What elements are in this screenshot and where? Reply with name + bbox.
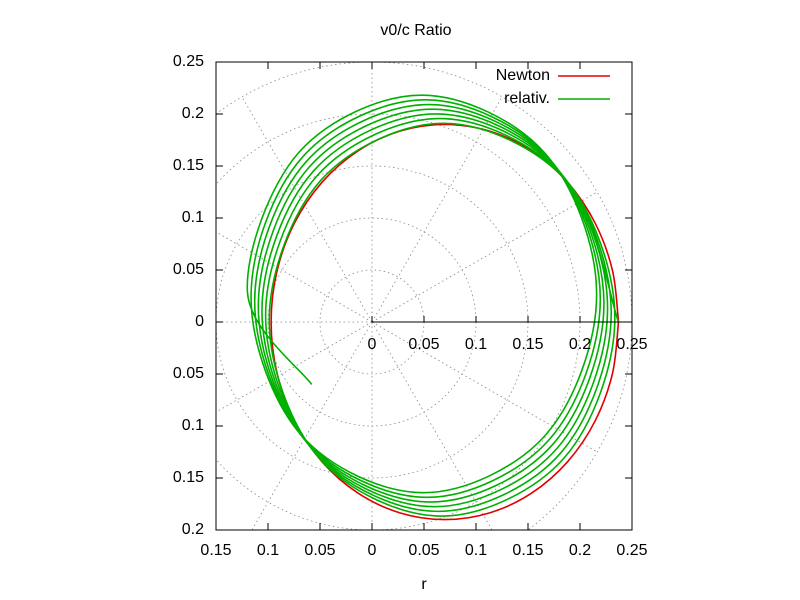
x-axis-label: r xyxy=(421,576,427,593)
grid-spoke xyxy=(371,321,598,453)
y-tick-label: 0 xyxy=(195,313,204,330)
grid-spoke xyxy=(241,96,373,323)
x-tick-label: 0.05 xyxy=(408,542,439,559)
y-tick-label: 0.15 xyxy=(173,469,204,486)
legend-label: relativ. xyxy=(504,90,550,107)
x-tick-label: 0.15 xyxy=(200,542,231,559)
r-tick-label: 0.2 xyxy=(569,336,591,353)
x-tick-label: 0.2 xyxy=(569,542,591,559)
r-tick-label: 0.1 xyxy=(465,336,487,353)
r-tick-label: 0.15 xyxy=(512,336,543,353)
r-tick-label: 0.05 xyxy=(408,336,439,353)
y-tick-label: 0.2 xyxy=(182,521,204,538)
series-line xyxy=(246,94,620,517)
x-tick-label: 0.1 xyxy=(257,542,279,559)
grid-spoke xyxy=(371,191,598,323)
x-tick-label: 0 xyxy=(368,542,377,559)
y-tick-label: 0.25 xyxy=(173,53,204,70)
r-tick-label: 0 xyxy=(368,336,377,353)
grid-spoke xyxy=(371,321,493,530)
y-tick-label: 0.05 xyxy=(173,365,204,382)
y-tick-label: 0.05 xyxy=(173,261,204,278)
legend-label: Newton xyxy=(496,67,550,84)
x-tick-label: 0.1 xyxy=(465,542,487,559)
y-tick-label: 0.2 xyxy=(182,105,204,122)
grid-spoke xyxy=(371,96,503,323)
x-tick-label: 0.05 xyxy=(304,542,335,559)
y-tick-label: 0.1 xyxy=(182,417,204,434)
grid-spoke xyxy=(251,321,373,530)
x-tick-label: 0.25 xyxy=(616,542,647,559)
y-tick-label: 0.15 xyxy=(173,157,204,174)
y-tick-label: 0.1 xyxy=(182,209,204,226)
chart-title: v0/c Ratio xyxy=(380,22,451,39)
x-tick-label: 0.15 xyxy=(512,542,543,559)
series-line xyxy=(270,123,620,521)
